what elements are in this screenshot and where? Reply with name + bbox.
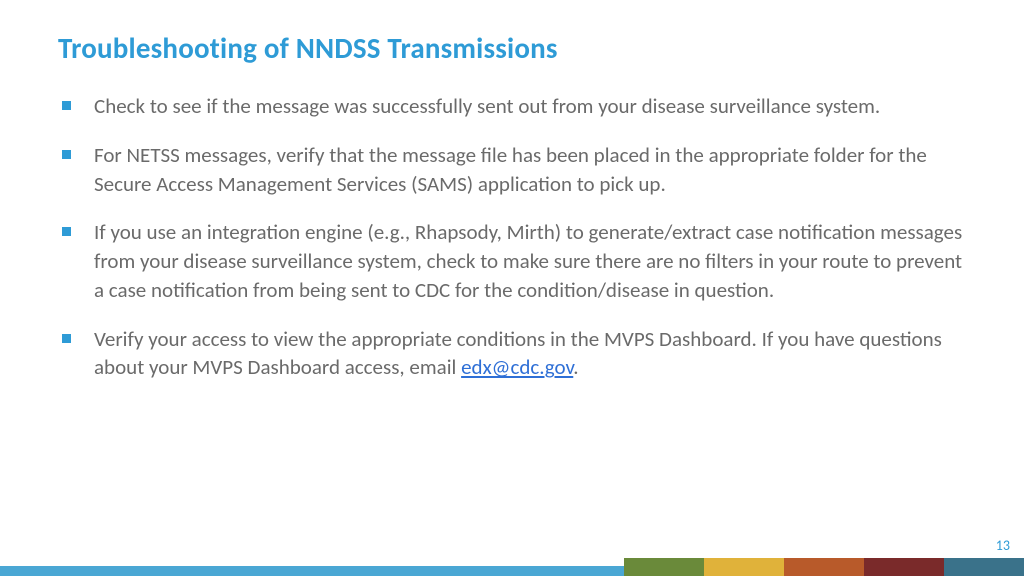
- list-item-text-post: .: [573, 354, 578, 380]
- footer-bar-block: [784, 558, 864, 576]
- list-item: Check to see if the message was successf…: [58, 92, 966, 121]
- slide: Troubleshooting of NNDSS Transmissions C…: [0, 0, 1024, 576]
- bullet-list: Check to see if the message was successf…: [58, 92, 966, 382]
- footer-bar-block: [944, 558, 1024, 576]
- footer-bar-block: [864, 558, 944, 576]
- slide-title: Troubleshooting of NNDSS Transmissions: [58, 30, 966, 66]
- page-number: 13: [996, 537, 1010, 554]
- footer-accent-bar: [0, 558, 1024, 576]
- footer-bar-block: [704, 558, 784, 576]
- list-item: If you use an integration engine (e.g., …: [58, 218, 966, 304]
- footer-bar-main: [0, 566, 624, 576]
- email-link[interactable]: edx@cdc.gov: [461, 354, 573, 380]
- list-item: For NETSS messages, verify that the mess…: [58, 141, 966, 199]
- footer-bar-block: [624, 558, 704, 576]
- list-item: Verify your access to view the appropria…: [58, 325, 966, 383]
